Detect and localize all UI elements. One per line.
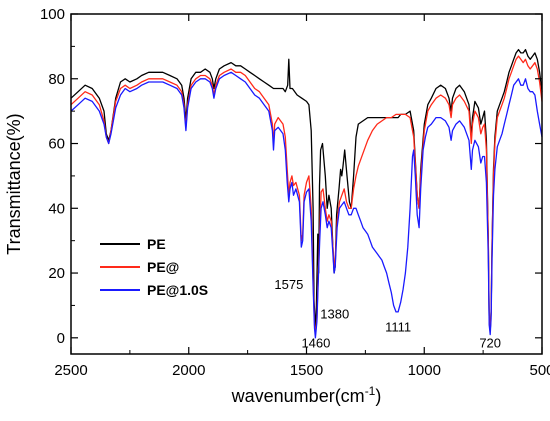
y-tick-label: 0 — [57, 330, 65, 347]
x-axis-title: wavenumber(cm-1) — [231, 384, 382, 406]
peak-label: 1111 — [385, 319, 411, 334]
y-tick-label: 20 — [48, 265, 65, 282]
annotation-layer: 1575 1460 1380 1111 720 — [274, 277, 501, 350]
series-line-0 — [70, 48, 543, 332]
peak-label: 1575 — [274, 277, 303, 292]
x-tick-label: 1000 — [408, 362, 441, 379]
x-axis-title-sup: -1 — [365, 384, 376, 398]
y-axis-title: Transmittance(%) — [4, 113, 24, 254]
legend-label-0: PE — [147, 236, 166, 252]
series-line-1 — [70, 55, 543, 336]
x-axis-title-main: wavenumber(cm — [231, 386, 365, 406]
x-tick-label: 2500 — [54, 362, 87, 379]
x-tick-label: 500 — [529, 362, 550, 379]
series-layer — [70, 48, 543, 339]
y-tick-label: 100 — [40, 6, 65, 23]
series-line-2 — [70, 71, 543, 339]
legend-label-2: PE@1.0S — [147, 282, 208, 298]
y-tick-label: 80 — [48, 71, 65, 88]
x-tick-label: 2000 — [172, 362, 205, 379]
legend-label-1: PE@ — [147, 259, 179, 275]
x-tick-label: 1500 — [290, 362, 323, 379]
ticks-layer: 2500 2000 1500 1000 500 0 20 40 60 80 100 — [40, 6, 550, 379]
peak-label: 720 — [479, 336, 501, 351]
legend: PE PE@ PE@1.0S — [100, 236, 208, 298]
peak-label: 1460 — [301, 336, 330, 351]
peak-label: 1380 — [320, 306, 349, 321]
y-tick-label: 60 — [48, 136, 65, 153]
y-tick-label: 40 — [48, 200, 65, 217]
x-axis-title-close: ) — [375, 386, 381, 406]
